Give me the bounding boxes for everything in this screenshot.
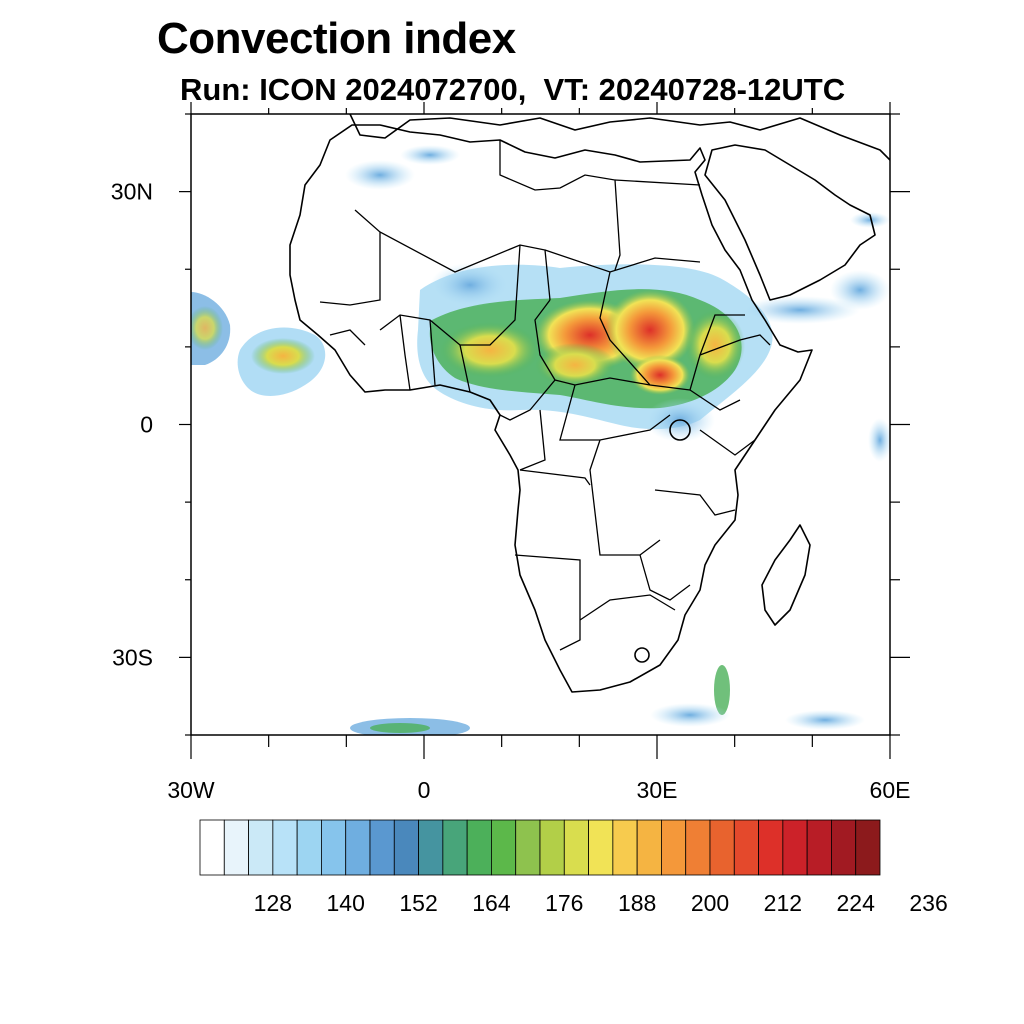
colorbar-swatch — [539, 819, 565, 876]
colorbar-swatch — [733, 819, 759, 876]
colorbar-swatch — [321, 819, 347, 876]
colorbar-label: 188 — [618, 890, 656, 916]
colorbar-swatch — [758, 819, 784, 876]
colorbar-label: 152 — [399, 890, 437, 916]
convection-core — [630, 355, 690, 395]
madagascar-coastline — [761, 524, 811, 626]
colorbar-swatch — [393, 819, 419, 876]
colorbar-swatch — [831, 819, 857, 876]
map-subtitle: Run: ICON 2024072700, VT: 20240728-12UTC — [180, 72, 846, 107]
convection-patch — [850, 212, 890, 228]
convection-core — [191, 306, 223, 350]
colorbar-swatch — [855, 819, 881, 876]
colorbar-swatch — [661, 819, 687, 876]
colorbar-swatch — [612, 819, 638, 876]
convection-core — [685, 310, 745, 380]
coastlines — [289, 114, 890, 693]
colorbar-label: 236 — [909, 890, 947, 916]
convection-patch — [650, 703, 730, 727]
colorbar-swatch — [515, 819, 541, 876]
convection-patch — [345, 160, 415, 190]
colorbar-label: 176 — [545, 890, 583, 916]
arabia-coastline — [704, 144, 876, 301]
colorbar — [199, 819, 881, 876]
convection-patch — [714, 665, 730, 715]
colorbar-swatch — [588, 819, 614, 876]
colorbar-swatch — [806, 819, 832, 876]
colorbar-swatch — [223, 819, 249, 876]
africa-coastline — [289, 124, 813, 693]
convection-patch — [430, 263, 510, 307]
lat-tick-label: 0 — [140, 412, 153, 438]
lon-tick-label: 30E — [637, 777, 678, 803]
island — [634, 647, 650, 663]
europe-coastline — [349, 114, 890, 161]
colorbar-labels: 128 140 152 164 176 188 200 212 224 236 — [254, 890, 948, 916]
colorbar-swatch — [563, 819, 589, 876]
convection-patch — [868, 418, 890, 462]
colorbar-swatch — [418, 819, 444, 876]
colorbar-swatch — [442, 819, 468, 876]
convection-field — [191, 145, 890, 735]
convection-patch — [785, 710, 865, 730]
lon-tick-label: 60E — [870, 777, 911, 803]
colorbar-swatch — [296, 819, 322, 876]
colorbar-swatch — [491, 819, 517, 876]
colorbar-swatch — [782, 819, 808, 876]
colorbar-swatch — [685, 819, 711, 876]
convection-patch — [400, 145, 460, 165]
lat-tick-label: 30S — [112, 644, 153, 670]
lake-victoria — [669, 419, 691, 441]
convection-patch — [370, 723, 430, 733]
colorbar-swatch — [466, 819, 492, 876]
colorbar-label: 140 — [327, 890, 365, 916]
axis-tick-labels: 30N 0 30S 30W 0 30E 60E — [111, 179, 911, 803]
convection-core — [605, 290, 695, 370]
colorbar-swatch — [199, 819, 225, 876]
colorbar-swatch — [248, 819, 274, 876]
lat-tick-label: 30N — [111, 179, 153, 205]
lon-tick-label: 30W — [167, 777, 215, 803]
convection-patch — [830, 270, 890, 310]
country-borders — [319, 140, 771, 651]
colorbar-label: 200 — [691, 890, 729, 916]
lon-tick-label: 0 — [418, 777, 431, 803]
colorbar-label: 224 — [837, 890, 876, 916]
colorbar-swatch — [636, 819, 662, 876]
convection-core — [440, 322, 540, 378]
colorbar-swatch — [272, 819, 298, 876]
colorbar-swatch — [345, 819, 371, 876]
colorbar-label: 212 — [764, 890, 802, 916]
colorbar-label: 128 — [254, 890, 292, 916]
convection-core — [535, 343, 615, 387]
plot-frame — [190, 113, 891, 736]
axis-ticks — [179, 102, 910, 759]
map-title: Convection index — [157, 14, 516, 63]
convection-core — [251, 338, 315, 374]
colorbar-swatch — [369, 819, 395, 876]
colorbar-label: 164 — [472, 890, 511, 916]
colorbar-swatch — [709, 819, 735, 876]
convection-patch — [740, 296, 860, 324]
